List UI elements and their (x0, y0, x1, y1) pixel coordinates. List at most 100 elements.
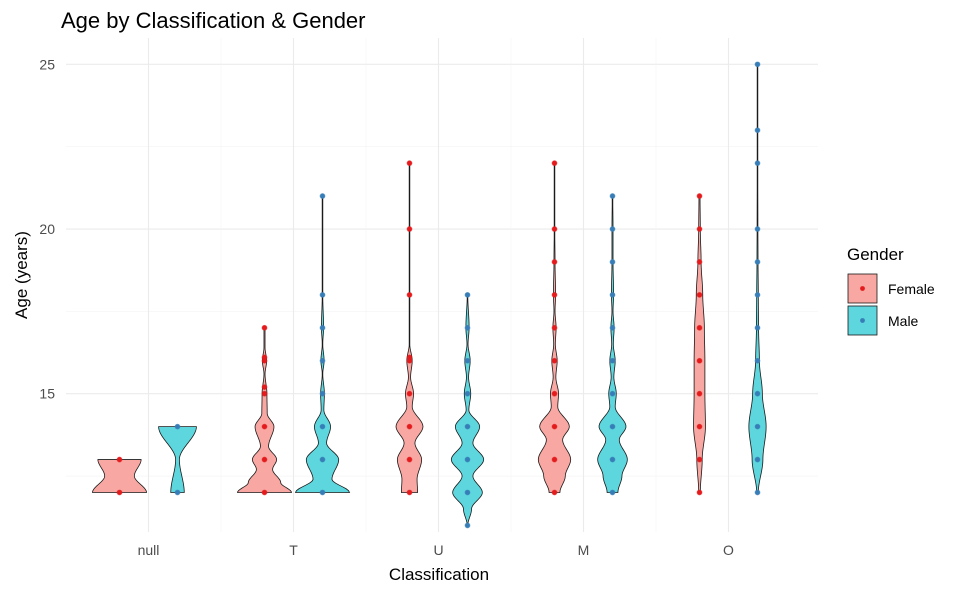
point-male (609, 226, 616, 232)
point-female (696, 291, 703, 298)
point-female (696, 324, 703, 331)
point-male (609, 423, 616, 430)
violin-female-T (236, 327, 293, 493)
point-male (754, 390, 761, 397)
x-tick-label: null (138, 542, 160, 558)
point-male (754, 226, 761, 232)
point-male (319, 193, 326, 199)
violin-female-null (92, 459, 147, 493)
point-female (696, 193, 703, 199)
point-male (754, 160, 761, 167)
point-male (754, 423, 761, 430)
point-male (319, 489, 326, 496)
point-female (406, 489, 413, 496)
point-male (319, 456, 326, 463)
point-female (696, 357, 703, 364)
point-female (261, 384, 268, 390)
point-female (696, 259, 703, 265)
point-male (754, 61, 761, 68)
point-female (406, 390, 413, 397)
point-female (261, 390, 268, 397)
point-female (261, 423, 268, 430)
point-female (696, 226, 703, 232)
point-female (696, 390, 703, 397)
point-male (609, 324, 616, 331)
point-male (319, 423, 326, 430)
point-female (551, 259, 558, 265)
point-male (754, 357, 761, 364)
point-male (609, 390, 616, 397)
point-male (464, 390, 471, 397)
point-male (609, 259, 616, 265)
point-male (464, 489, 471, 496)
point-male (609, 193, 616, 199)
point-female (406, 423, 413, 430)
point-female (261, 489, 268, 496)
point-female (261, 354, 268, 361)
point-female (406, 291, 413, 298)
y-tick-label: 15 (39, 386, 55, 402)
point-male (754, 127, 761, 134)
grid (66, 38, 818, 532)
point-female (551, 226, 558, 232)
point-male (319, 390, 326, 397)
point-male (319, 357, 326, 364)
point-male (754, 456, 761, 463)
x-tick-label: M (578, 542, 590, 558)
point-female (551, 324, 558, 331)
point-male (609, 489, 616, 496)
point-female (551, 390, 558, 397)
legend-title: Gender (847, 245, 904, 264)
point-male (754, 489, 761, 496)
violin-male-T (294, 195, 351, 493)
data-points (116, 61, 761, 529)
point-male (754, 259, 761, 265)
x-tick-label: T (289, 542, 298, 558)
point-female (551, 489, 558, 496)
point-male (174, 423, 181, 430)
point-female (551, 456, 558, 463)
point-male (464, 291, 471, 298)
point-male (464, 456, 471, 463)
y-tick-label: 20 (39, 221, 55, 237)
legend-point-female (860, 286, 865, 291)
x-tick-label: O (723, 542, 734, 558)
point-male (609, 291, 616, 298)
legend: Gender Female Male (847, 245, 935, 336)
point-male (754, 291, 761, 298)
point-female (261, 456, 268, 463)
point-male (464, 423, 471, 430)
y-tick-label: 25 (39, 56, 55, 72)
point-female (551, 357, 558, 364)
point-female (261, 324, 268, 331)
point-male (464, 522, 471, 529)
legend-label-male: Male (888, 313, 919, 329)
y-axis-ticks: 15 20 25 (39, 56, 55, 401)
point-female (551, 291, 558, 298)
point-female (551, 160, 558, 167)
x-axis-title: Classification (389, 565, 489, 584)
chart-title: Age by Classification & Gender (61, 8, 366, 33)
legend-point-male (860, 318, 865, 323)
point-male (609, 456, 616, 463)
point-female (406, 160, 413, 167)
point-male (754, 324, 761, 331)
point-male (174, 489, 181, 496)
y-axis-title: Age (years) (12, 231, 31, 319)
violin-female-U (395, 162, 424, 493)
violin-female-O (693, 195, 706, 493)
violin-male-M (597, 195, 628, 493)
point-female (551, 423, 558, 430)
point-female (406, 226, 413, 232)
point-male (464, 324, 471, 331)
point-female (116, 489, 123, 496)
x-tick-label: U (433, 542, 443, 558)
point-male (319, 291, 326, 298)
x-axis-ticks: null T U M O (138, 542, 734, 558)
point-female (406, 456, 413, 463)
point-male (319, 324, 326, 331)
point-female (406, 354, 413, 361)
legend-label-female: Female (888, 281, 935, 297)
point-female (116, 456, 123, 463)
